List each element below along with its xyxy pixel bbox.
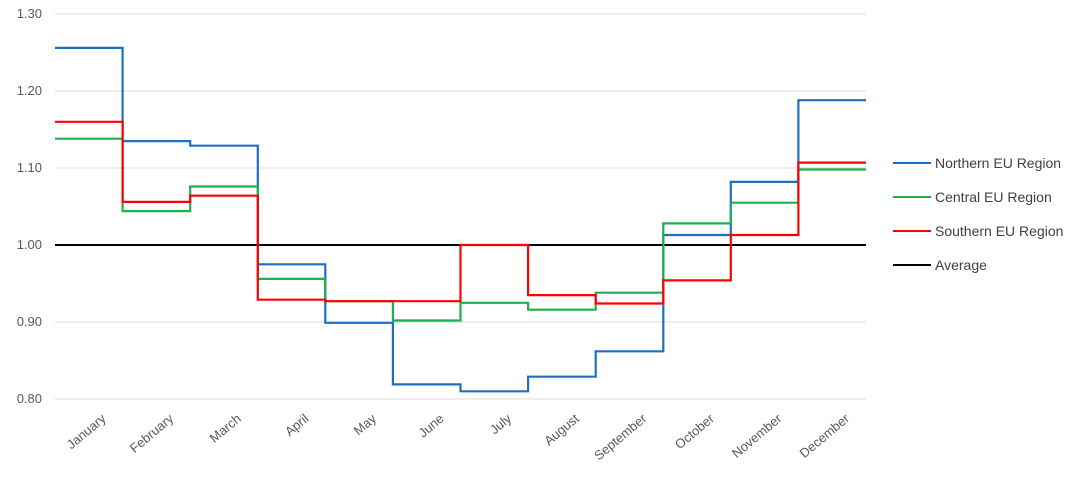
y-axis-ticks: 0.80 0.90 1.00 1.10 1.20 1.30 [17, 6, 42, 406]
legend-swatch-southern [893, 230, 931, 232]
gridlines [55, 13, 866, 400]
legend: Northern EU Region Central EU Region Sou… [893, 146, 1063, 282]
x-tick-label: February [127, 410, 177, 455]
x-tick-label: June [415, 411, 446, 441]
legend-swatch-average [893, 264, 931, 266]
y-tick-label: 1.30 [17, 6, 42, 21]
x-tick-label: August [541, 411, 582, 449]
y-tick-label: 0.80 [17, 391, 42, 406]
x-tick-label: October [672, 410, 718, 452]
series-line-central-eu-region [55, 137, 866, 322]
legend-swatch-central [893, 196, 931, 198]
series-line-southern-eu-region [55, 120, 866, 305]
legend-label-central: Central EU Region [935, 189, 1052, 205]
legend-item-average: Average [893, 248, 1063, 282]
x-tick-label: November [729, 410, 785, 460]
legend-label-northern: Northern EU Region [935, 155, 1062, 171]
x-tick-label: March [207, 411, 244, 446]
legend-item-northern: Northern EU Region [893, 146, 1063, 180]
x-tick-label: September [591, 410, 650, 463]
y-tick-label: 1.20 [17, 83, 42, 98]
x-tick-label: December [797, 410, 853, 460]
legend-swatch-northern [893, 162, 931, 164]
legend-label-average: Average [935, 257, 987, 273]
series-lines [55, 46, 866, 393]
legend-item-central: Central EU Region [893, 180, 1063, 214]
series-line-northern-eu-region [55, 46, 866, 393]
legend-item-southern: Southern EU Region [893, 214, 1063, 248]
x-tick-label: July [487, 410, 515, 437]
x-tick-label: May [351, 410, 380, 438]
x-axis-ticks: January February March April May June July Augu… [64, 410, 853, 463]
legend-label-southern: Southern EU Region [935, 223, 1064, 239]
x-tick-label: January [64, 410, 109, 452]
x-tick-label: April [282, 411, 312, 439]
y-tick-label: 0.90 [17, 314, 42, 329]
y-tick-label: 1.00 [17, 237, 42, 252]
y-tick-label: 1.10 [17, 160, 42, 175]
